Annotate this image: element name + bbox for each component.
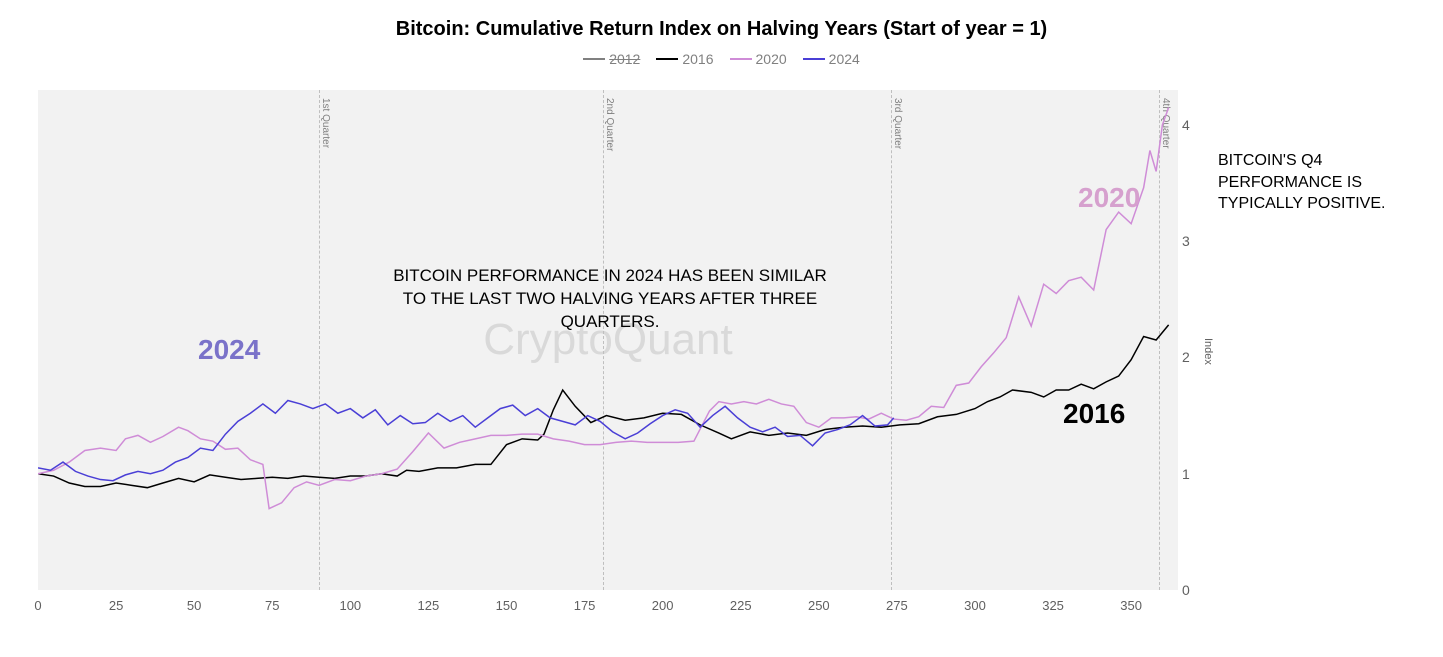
- y-tick: 3: [1182, 233, 1190, 249]
- legend-swatch: [730, 58, 752, 60]
- annotation: BITCOIN PERFORMANCE IN 2024 HAS BEEN SIM…: [390, 265, 830, 334]
- legend-label: 2012: [609, 51, 640, 67]
- legend: 2012 2016 2020 2024: [0, 47, 1443, 67]
- x-tick: 275: [886, 598, 908, 613]
- legend-item[interactable]: 2024: [803, 51, 860, 67]
- legend-label: 2016: [682, 51, 713, 67]
- x-tick: 0: [34, 598, 41, 613]
- x-tick: 325: [1042, 598, 1064, 613]
- legend-item[interactable]: 2020: [730, 51, 787, 67]
- legend-swatch: [656, 58, 678, 60]
- x-tick: 225: [730, 598, 752, 613]
- x-tick: 250: [808, 598, 830, 613]
- y-tick: 1: [1182, 466, 1190, 482]
- legend-label: 2024: [829, 51, 860, 67]
- series-label-2020: 2020: [1078, 182, 1140, 214]
- series-label-2024: 2024: [198, 334, 260, 366]
- y-axis-label: Index: [1202, 338, 1214, 365]
- x-tick: 25: [109, 598, 123, 613]
- x-tick: 350: [1120, 598, 1142, 613]
- y-tick: 0: [1182, 582, 1190, 598]
- legend-swatch: [583, 58, 605, 60]
- x-tick: 125: [418, 598, 440, 613]
- legend-item[interactable]: 2016: [656, 51, 713, 67]
- chart-area: CryptoQuant 1st Quarter2nd Quarter3rd Qu…: [38, 90, 1178, 620]
- x-tick: 50: [187, 598, 201, 613]
- legend-label: 2020: [756, 51, 787, 67]
- x-tick: 75: [265, 598, 279, 613]
- annotation: BITCOIN'S Q4 PERFORMANCE IS TYPICALLY PO…: [1218, 150, 1398, 215]
- series-label-2016: 2016: [1063, 398, 1125, 430]
- x-tick: 300: [964, 598, 986, 613]
- plot-background: CryptoQuant 1st Quarter2nd Quarter3rd Qu…: [38, 90, 1178, 590]
- y-tick: 4: [1182, 117, 1190, 133]
- legend-item[interactable]: 2012: [583, 51, 640, 67]
- x-tick: 175: [574, 598, 596, 613]
- x-tick: 200: [652, 598, 674, 613]
- x-tick: 100: [339, 598, 361, 613]
- y-tick: 2: [1182, 349, 1190, 365]
- chart-title: Bitcoin: Cumulative Return Index on Halv…: [0, 0, 1443, 41]
- x-axis: 0255075100125150175200225250275300325350: [38, 590, 1178, 620]
- legend-swatch: [803, 58, 825, 60]
- x-tick: 150: [496, 598, 518, 613]
